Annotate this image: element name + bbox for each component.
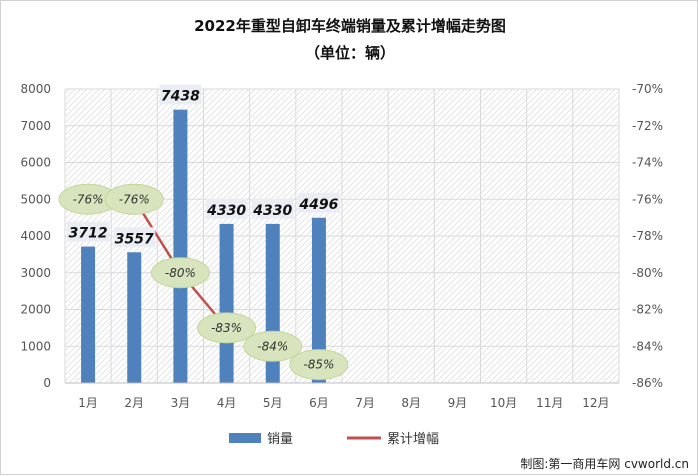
growth-value-label: -85%: [303, 358, 334, 372]
bar: [219, 223, 234, 383]
x-tick-label: 11月: [536, 396, 563, 410]
y-right-tick-label: -70%: [632, 82, 663, 96]
y-left-tick-label: 6000: [20, 156, 51, 170]
legend-label-sales: 销量: [267, 432, 293, 447]
growth-value-label: -76%: [119, 192, 150, 206]
y-left-tick-label: 7000: [20, 119, 51, 133]
bar: [127, 252, 142, 383]
bar-label-box: [297, 192, 340, 213]
bar-label-box: [67, 221, 110, 242]
growth-label-bubble: [289, 349, 349, 381]
y-left-tick-label: 5000: [20, 192, 51, 206]
bar-value-label: 3712: [69, 226, 108, 242]
axis-layer: 0 1000 2000 3000 4000 5000 6000 7000 8000 -86% -84…: [20, 82, 663, 410]
bar-label-box: [113, 227, 156, 248]
growth-value-label: -84%: [257, 339, 288, 353]
x-tick-label: 8月: [401, 396, 421, 410]
y-right-tick-label: -74%: [632, 156, 663, 170]
y-left-tick-label: 4000: [20, 229, 51, 243]
legend-label-growth: 累计增幅: [387, 432, 439, 447]
y-right-tick-label: -82%: [632, 303, 663, 317]
x-tick-label: 1月: [78, 396, 98, 410]
x-tick-label: 3月: [171, 396, 191, 410]
bar-layer: [81, 109, 326, 383]
bar-label-box: [205, 198, 248, 219]
bar-value-label: 4330: [252, 203, 292, 219]
bar: [173, 109, 188, 383]
x-tick-label: 2月: [124, 396, 144, 410]
growth-label-bubble: [243, 330, 303, 362]
y-right-tick-label: -86%: [632, 376, 663, 390]
grid-layer: [64, 88, 620, 384]
y-right-tick-label: -78%: [632, 229, 663, 243]
y-right-tick-label: -76%: [632, 192, 663, 206]
chart-subtitle: （单位：辆）: [305, 44, 395, 62]
source-credit: 制图:第一商用车网 cvworld.cn: [520, 456, 689, 471]
bar-label-box: [251, 198, 294, 219]
label-layer: 3712 3557 7438 4330 4330 4496 -76% -76% -80% -83%…: [58, 84, 349, 381]
bar: [81, 246, 96, 383]
bar-value-label: 7438: [161, 89, 200, 105]
growth-value-label: -83%: [211, 321, 242, 335]
x-tick-label: 9月: [448, 396, 468, 410]
x-tick-label: 10月: [490, 396, 517, 410]
y-right-tick-label: -80%: [632, 266, 663, 280]
y-left-tick-label: 3000: [20, 266, 51, 280]
growth-label-bubble: [104, 183, 164, 215]
bar: [311, 217, 326, 383]
legend-swatch-sales: [229, 433, 261, 443]
legend: 销量 累计增幅: [229, 432, 439, 447]
y-right-tick-label: -72%: [632, 119, 663, 133]
y-left-tick-label: 1000: [20, 339, 51, 353]
growth-label-bubble: [197, 312, 257, 344]
bar-label-box: [159, 84, 202, 105]
x-tick-label: 12月: [582, 396, 609, 410]
growth-value-label: -80%: [165, 266, 196, 280]
bar-value-label: 4496: [298, 197, 338, 213]
chart-title: 2022年重型自卸车终端销量及累计增幅走势图: [194, 17, 506, 35]
y-left-tick-label: 0: [43, 376, 51, 390]
growth-label-bubble: [150, 257, 210, 289]
bar-value-label: 4330: [206, 203, 246, 219]
y-left-tick-label: 2000: [20, 303, 51, 317]
y-left-tick-label: 8000: [20, 82, 51, 96]
x-tick-label: 5月: [263, 396, 283, 410]
y-right-tick-label: -84%: [632, 339, 663, 353]
x-tick-label: 6月: [309, 396, 329, 410]
bar-value-label: 3557: [115, 231, 154, 247]
growth-value-label: -76%: [73, 192, 104, 206]
x-tick-label: 7月: [355, 396, 375, 410]
x-tick-label: 4月: [217, 396, 237, 410]
